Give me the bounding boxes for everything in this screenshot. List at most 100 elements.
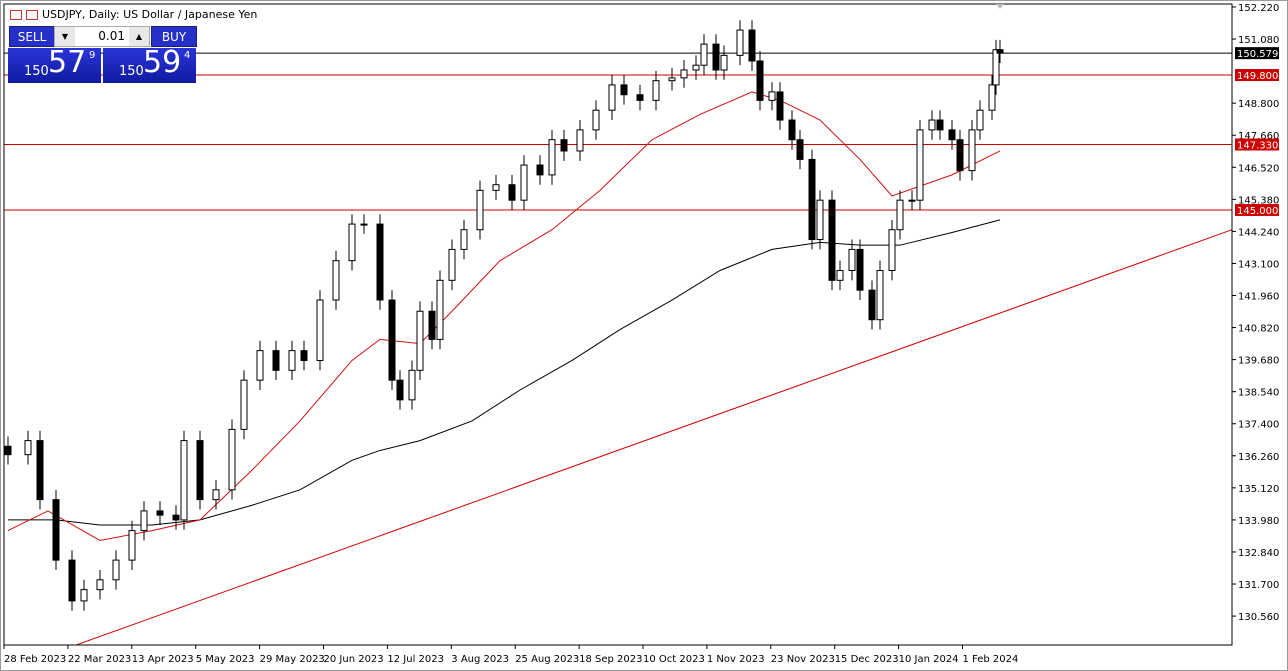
level-tag-label: 149.800	[1237, 71, 1278, 82]
x-tick-label: 10 Jan 2024	[899, 654, 959, 665]
candle	[720, 54, 728, 71]
candle	[768, 91, 776, 101]
candle	[948, 129, 956, 141]
y-tick-label: 140.820	[1238, 324, 1279, 335]
candle	[988, 84, 996, 111]
bid-pip: 9	[89, 50, 96, 61]
candle	[868, 289, 876, 321]
candle	[68, 559, 76, 602]
level-tag	[1235, 204, 1279, 217]
y-tick-label: 151.080	[1238, 35, 1279, 46]
candle	[212, 489, 220, 501]
candle	[936, 119, 944, 131]
candle	[608, 84, 616, 111]
sell-button[interactable]: SELL	[9, 26, 55, 47]
candle	[692, 64, 700, 71]
x-tick-label: 25 Aug 2023	[515, 654, 579, 665]
ask-big: 150	[119, 64, 144, 79]
candle	[140, 510, 148, 532]
chart-list-icon[interactable]	[10, 9, 22, 20]
x-tick-label: 1 Feb 2024	[963, 654, 1019, 665]
x-tick-label: 1 Nov 2023	[707, 654, 765, 665]
candle	[228, 428, 236, 491]
candle	[956, 139, 964, 172]
candle	[156, 510, 164, 516]
candle	[668, 77, 676, 82]
candle	[460, 229, 468, 250]
bid-price-tag	[1235, 47, 1279, 60]
bid-main: 57	[48, 45, 87, 80]
y-tick-label: 143.100	[1238, 259, 1279, 270]
lot-size-stepper[interactable]: ▼ 0.01 ▲	[54, 26, 150, 47]
candle	[428, 310, 436, 340]
moving-average-50	[7, 91, 1001, 541]
x-tick-label: 22 Mar 2023	[68, 654, 131, 665]
candle	[896, 199, 904, 231]
candle	[416, 310, 424, 371]
level-tag	[1235, 138, 1279, 151]
chart-title-text: USDJPY, Daily: US Dollar / Japanese Yen	[42, 8, 258, 21]
candle	[592, 109, 600, 131]
candle	[436, 279, 444, 340]
y-tick-label: 141.960	[1238, 292, 1279, 303]
level-tag	[1235, 69, 1279, 82]
y-tick-label: 152.220	[1238, 3, 1279, 14]
candle	[96, 579, 104, 591]
candle	[576, 129, 584, 152]
y-tick-label: 144.240	[1238, 227, 1279, 238]
lot-size-input[interactable]: 0.01	[98, 29, 125, 43]
candle	[492, 184, 500, 191]
candle	[360, 223, 368, 226]
candle	[876, 269, 884, 321]
x-tick-label: 23 Nov 2023	[771, 654, 835, 665]
candle	[856, 248, 864, 291]
candle	[756, 60, 764, 101]
ask-price[interactable]: 150 59 4	[103, 45, 196, 83]
candle	[548, 139, 556, 176]
candle	[848, 248, 856, 271]
candle	[888, 229, 896, 271]
candle	[928, 119, 936, 131]
candle	[620, 84, 628, 96]
one-click-trading-panel: SELL ▼ 0.01 ▲ BUY 150 57 9 150 59 4	[8, 26, 197, 83]
x-tick-label: 15 Dec 2023	[835, 654, 899, 665]
y-tick-label: 131.700	[1238, 580, 1279, 591]
y-tick-label: 135.120	[1238, 484, 1279, 495]
y-tick-label: 145.380	[1238, 195, 1279, 206]
candle	[636, 94, 644, 101]
y-tick-label: 130.560	[1238, 612, 1279, 623]
x-tick-label: 28 Feb 2023	[4, 654, 66, 665]
x-tick-label: 13 Apr 2023	[132, 654, 194, 665]
candle	[680, 69, 688, 79]
candle	[816, 199, 824, 241]
level-tag-label: 145.000	[1237, 206, 1278, 217]
x-tick-label: 18 Sep 2023	[579, 654, 642, 665]
candle	[992, 49, 1000, 86]
candle	[408, 369, 416, 401]
candle	[172, 514, 180, 521]
candle	[776, 91, 784, 121]
y-tick-label: 132.840	[1238, 548, 1279, 559]
x-tick-label: 10 Oct 2023	[643, 654, 705, 665]
candle	[4, 445, 12, 456]
candle	[448, 248, 456, 281]
candle	[796, 139, 804, 160]
candle	[996, 49, 1004, 54]
ask-pip: 4	[184, 50, 191, 61]
candle	[256, 350, 264, 381]
y-tick-label: 147.660	[1238, 131, 1279, 142]
candle	[24, 440, 32, 456]
candle	[128, 530, 136, 561]
y-tick-label: 148.800	[1238, 99, 1279, 110]
x-tick-label: 5 May 2023	[196, 654, 255, 665]
lot-decrease-button[interactable]: ▼	[55, 27, 75, 46]
buy-button[interactable]: BUY	[151, 26, 197, 47]
candle	[300, 350, 308, 361]
chart-title: USDJPY, Daily: US Dollar / Japanese Yen	[10, 8, 257, 21]
lot-increase-button[interactable]: ▲	[129, 27, 149, 46]
bid-price[interactable]: 150 57 9	[8, 45, 101, 83]
candle	[80, 589, 88, 602]
y-tick-label: 138.540	[1238, 388, 1279, 399]
chart-type-icon[interactable]	[26, 9, 38, 20]
